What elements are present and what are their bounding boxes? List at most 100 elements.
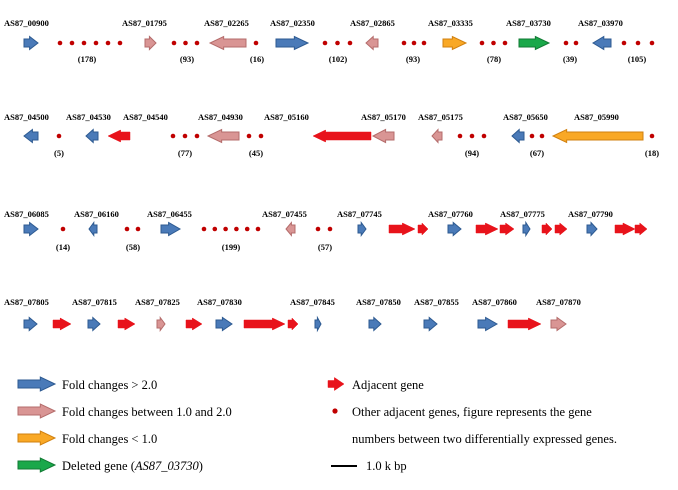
fold-gt2-gene-arrow [592,35,612,51]
fold-gt2-gene-arrow [275,35,310,51]
scale-label: 1.0 k bp [366,459,407,473]
fold-gt2-gene-arrow [511,128,525,144]
gene-label: AS87_00900 [4,18,49,28]
adjacent-gene-dot [81,40,87,46]
adjacent-gene-dot [649,40,655,46]
between-count: (78) [487,54,501,64]
gene-label: AS87_01795 [122,18,167,28]
adjacent-gene-dot [183,40,188,46]
gene-label: AS87_07830 [197,297,242,307]
between-count: (14) [56,242,70,252]
adjacent-gene-dot [60,226,66,232]
adjacent-gene-dot [194,40,200,46]
between-count: (5) [54,148,64,158]
adjacent-gene-dot [234,226,239,232]
adjacent-gene-dot [327,226,333,232]
adjacent-gene-dot [635,40,641,46]
adjacent-gene-dot [491,40,496,46]
adjacent-gene-dot [246,133,252,139]
gene-label: AS87_04530 [66,112,111,122]
adjacent-gene-arrow [117,317,136,331]
fold-1-2-gene-arrow [208,35,247,51]
between-count: (102) [329,54,348,64]
adjacent-gene-dot [56,133,62,139]
gene-label: AS87_07805 [4,297,49,307]
fold-1-2-gene-arrow [371,128,395,144]
legend-fold-1-2-label: Fold changes between 1.0 and 2.0 [62,405,232,419]
adjacent-gene-dot [135,226,141,232]
gene-label: AS87_04540 [123,112,168,122]
between-count: (105) [628,54,647,64]
between-count: (178) [78,54,97,64]
gene-label: AS87_07790 [568,209,613,219]
gene-label: AS87_06085 [4,209,49,219]
gene-label: AS87_07860 [472,297,517,307]
gene-label: AS87_06160 [74,209,119,219]
adjacent-gene-dot [335,40,340,46]
legend-deleted-label: Deleted gene (AS87_03730) [62,459,203,473]
gene-labels: AS87_00900 AS87_01795 AS87_02265 AS87_02… [4,18,623,307]
fold-gt2-gene-arrow [314,315,322,333]
between-count: (18) [645,148,659,158]
legend-fold-gt2-swatch [17,376,57,392]
adjacent-gene-dot [93,40,99,46]
fold-gt2-gene-arrow [23,128,39,144]
adjacent-gene-dot [201,226,207,232]
adjacent-gene-arrow [554,222,568,236]
legend-fold-lt1-label: Fold changes < 1.0 [62,432,157,446]
fold-gt2-gene-arrow [215,316,233,332]
gene-label: AS87_02265 [204,18,249,28]
adjacent-gene-dot [457,133,463,139]
fold-gt2-gene-arrow [23,316,38,332]
adjacent-gene-dot [469,133,475,139]
adjacent-gene-dot [621,40,627,46]
gene-label: AS87_07455 [262,209,307,219]
fold-gt2-gene-arrow [447,221,462,237]
adjacent-gene-dot [479,40,485,46]
adjacent-gene-arrow [499,222,515,236]
gene-label: AS87_03730 [506,18,551,28]
adjacent-gene-dot [563,40,569,46]
adjacent-gene-dot [322,40,328,46]
fold-gt2-gene-arrow [87,316,101,332]
gene-label: AS87_02865 [350,18,395,28]
adjacent-gene-dot [117,40,123,46]
adjacent-gene-dot [244,226,250,232]
adjacent-gene-dot [124,226,130,232]
fold-1-2-gene-arrow [431,128,443,144]
between-count: (94) [465,148,479,158]
fold-gt2-gene-arrow [85,128,99,144]
gene-label: AS87_07870 [536,297,581,307]
adjacent-gene-arrow [475,222,499,236]
fold-gt2-gene-arrow [423,316,438,332]
adjacent-gene-dot [255,226,261,232]
between-count: (45) [249,148,263,158]
gene-label: AS87_05170 [361,112,406,122]
adjacent-gene-arrow [417,222,429,236]
adjacent-gene-arrow [312,129,372,143]
adjacent-gene-arrow [388,222,416,236]
adjacent-gene-dot [347,40,353,46]
fold-gt2-gene-arrow [368,316,382,332]
legend-adjacent-swatch [327,377,345,391]
gene-arrows [23,35,648,333]
fold-gt2-gene-arrow [23,221,39,237]
fold-gt2-gene-arrow [522,220,531,238]
gene-label: AS87_07815 [72,297,117,307]
fold-gt2-gene-arrow [160,221,182,237]
fold-1-2-gene-arrow [144,35,157,51]
adjacent-gene-dot [539,133,545,139]
legend-other-line2: numbers between two differentially expre… [352,432,617,446]
fold-gt2-gene-arrow [357,220,367,238]
gene-label: AS87_07745 [337,209,382,219]
fold-1-2-gene-arrow [206,128,240,144]
adjacent-gene-dot [411,40,417,46]
between-gene-counts: (178) (93) (16) (102) (93) (78) (39) (10… [54,54,659,252]
gene-label: AS87_05650 [503,112,548,122]
adjacent-gene-dot [170,133,176,139]
fold-gt2-gene-arrow [23,35,39,51]
adjacent-gene-dot [253,40,259,46]
gene-label: AS87_03335 [428,18,473,28]
gene-label: AS87_04930 [198,112,243,122]
